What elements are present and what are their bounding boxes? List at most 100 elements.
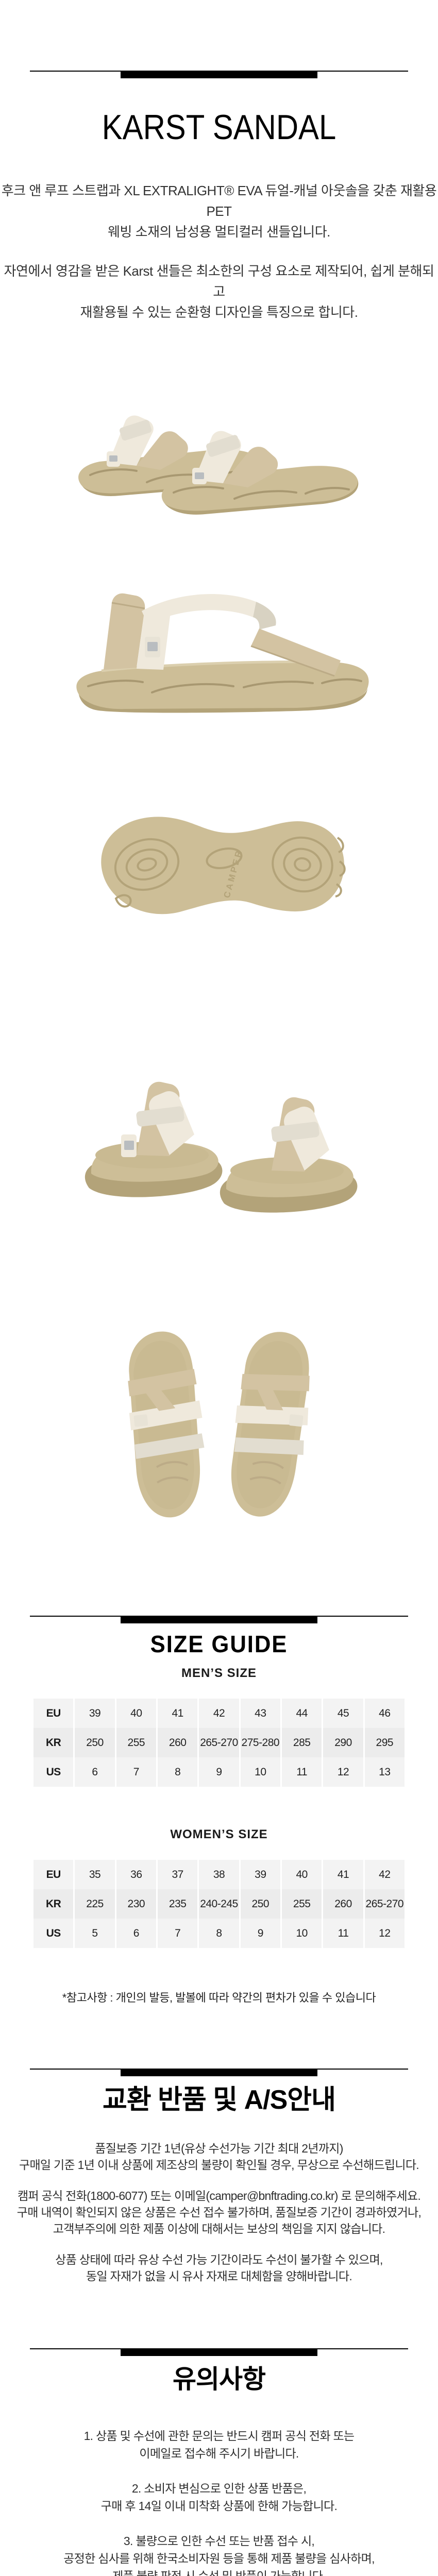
size-cell: 37: [158, 1860, 198, 1889]
size-cell: 39: [240, 1860, 280, 1889]
divider-line: [30, 2348, 408, 2349]
divider-bar: [121, 72, 317, 78]
size-cell: 11: [282, 1757, 322, 1787]
product-image-outsole: CAMPER: [0, 776, 438, 956]
size-cell: 12: [364, 1919, 405, 1948]
repair-paragraph: 상품 상태에 따라 유상 수선 가능 기간이라도 수선이 불가할 수 있으며, …: [0, 2251, 438, 2284]
size-cell: 40: [282, 1860, 322, 1889]
notice-item: 2. 소비자 변심으로 인한 상품 반품은, 구매 후 14일 이내 미착화 상…: [0, 2480, 438, 2515]
policy-line: 품질보증 기간 1년(유상 수선가능 기간 최대 2년까지): [95, 2142, 343, 2155]
exchange-section-title: 교환 반품 및 A/S안내: [103, 2085, 336, 2115]
policy-line: 동일 자재가 없을 시 유사 자재로 대체함을 양해바랍니다.: [86, 2269, 352, 2283]
page-title: KARST SANDAL: [102, 108, 336, 147]
size-cell: 6: [116, 1919, 156, 1948]
product-image-rear-pair: [0, 1033, 438, 1250]
spacer: [0, 2284, 438, 2348]
notice-line: 1. 상품 및 수선에 관한 문의는 반드시 캠퍼 공식 전화 또는: [83, 2429, 355, 2443]
size-cell: 255: [282, 1889, 322, 1919]
notice-section-title: 유의사항: [173, 2365, 266, 2394]
policy-line: 캠퍼 공식 전화(1800-6077) 또는 이메일(camper@bnftra…: [17, 2189, 421, 2202]
size-guide-title: SIZE GUIDE: [150, 1631, 288, 1657]
notice-line: 공정한 심사를 위해 한국소비자원 등을 통해 제품 불량을 심사하며,: [63, 2552, 375, 2565]
sandal-side-view-illustration: [76, 593, 369, 713]
section-divider: [30, 1616, 408, 1623]
size-cell: 7: [158, 1919, 198, 1948]
notice-line: 제품 불량 판정 시 수선 및 반품이 가능합니다.: [112, 2569, 326, 2576]
sandal-top-pair-illustration: [128, 1331, 310, 1518]
size-cell: 275-280: [240, 1728, 280, 1757]
sandal-front-pair-illustration: [78, 415, 359, 515]
size-cell: 255: [116, 1728, 156, 1757]
size-cell: 295: [364, 1728, 405, 1757]
size-cell: 41: [323, 1860, 363, 1889]
size-cell: 39: [75, 1699, 115, 1728]
notice-line: 구매 후 14일 이내 미착화 상품에 한해 가능합니다.: [100, 2499, 338, 2513]
divider-line: [30, 2069, 408, 2070]
size-cell: 285: [282, 1728, 322, 1757]
spacer: [0, 1533, 438, 1616]
size-cell: 290: [323, 1728, 363, 1757]
product-image-top-pair: [0, 1312, 438, 1533]
size-cell: 235: [158, 1889, 198, 1919]
sandal-rear-pair-illustration: [85, 1081, 358, 1213]
womens-size-table: EU 35 36 37 38 39 40 41 42 KR 225 230 23…: [33, 1860, 405, 1948]
size-cell: 265-270: [199, 1728, 239, 1757]
size-cell: 10: [282, 1919, 322, 1948]
policy-line: 구매일 기준 1년 이내 상품에 제조상의 불량이 확인될 경우, 무상으로 수…: [19, 2158, 419, 2172]
size-cell: 43: [240, 1699, 280, 1728]
description-line: 자연에서 영감을 받은 Karst 샌들은 최소한의 구성 요소로 제작되어, …: [4, 263, 434, 299]
contact-paragraph: 캠퍼 공식 전화(1800-6077) 또는 이메일(camper@bnftra…: [0, 2188, 438, 2237]
divider-bar: [121, 2070, 317, 2076]
product-image-front-pair: [0, 374, 438, 529]
size-cell: 230: [116, 1889, 156, 1919]
size-cell: 10: [240, 1757, 280, 1787]
notice-item: 3. 불량으로 인한 수선 또는 반품 접수 시, 공정한 심사를 위해 한국소…: [0, 2532, 438, 2576]
product-image-side-view: [0, 560, 438, 740]
divider-bar: [121, 1617, 317, 1623]
size-cell: 265-270: [364, 1889, 405, 1919]
size-cell: 35: [75, 1860, 115, 1889]
product-description: 자연에서 영감을 받은 Karst 샌들은 최소한의 구성 요소로 제작되어, …: [0, 261, 438, 323]
size-row-label: EU: [33, 1699, 74, 1728]
size-cell: 11: [323, 1919, 363, 1948]
top-spacer: [0, 0, 438, 71]
size-cell: 44: [282, 1699, 322, 1728]
size-cell: 13: [364, 1757, 405, 1787]
size-cell: 250: [240, 1889, 280, 1919]
size-cell: 38: [199, 1860, 239, 1889]
divider-bar: [121, 2349, 317, 2356]
size-cell: 7: [116, 1757, 156, 1787]
section-divider: [30, 2069, 408, 2076]
size-cell: 240-245: [199, 1889, 239, 1919]
sandal-outsole-illustration: CAMPER: [101, 817, 346, 914]
section-divider: [30, 2348, 408, 2356]
notice-item: 1. 상품 및 수선에 관한 문의는 반드시 캠퍼 공식 전화 또는 이메일로 …: [0, 2427, 438, 2462]
description-line: 웨빙 소재의 남성용 멀티컬러 샌들입니다.: [108, 224, 330, 240]
size-row-label: KR: [33, 1728, 74, 1757]
size-cell: 36: [116, 1860, 156, 1889]
size-cell: 260: [158, 1728, 198, 1757]
size-cell: 5: [75, 1919, 115, 1948]
size-cell: 45: [323, 1699, 363, 1728]
size-cell: 42: [199, 1699, 239, 1728]
notice-line: 이메일로 접수해 주시기 바랍니다.: [139, 2447, 299, 2460]
size-cell: 225: [75, 1889, 115, 1919]
notice-line: 3. 불량으로 인한 수선 또는 반품 접수 시,: [123, 2534, 315, 2548]
size-row-label: KR: [33, 1889, 74, 1919]
size-cell: 8: [199, 1919, 239, 1948]
product-description: 후크 앤 루프 스트랩과 XL EXTRALIGHT® EVA 듀얼-캐널 아웃…: [0, 180, 438, 242]
mens-size-label: MEN’S SIZE: [181, 1666, 257, 1680]
size-cell: 42: [364, 1860, 405, 1889]
size-cell: 6: [75, 1757, 115, 1787]
section-divider: [30, 71, 408, 78]
divider-line: [30, 1616, 408, 1617]
spacer: [0, 2006, 438, 2069]
policy-line: 구매 내역이 확인되지 않은 상품은 수선 접수 불가하며, 품질보증 기간이 …: [16, 2206, 422, 2219]
size-row-label: US: [33, 1757, 74, 1787]
size-cell: 9: [199, 1757, 239, 1787]
size-cell: 8: [158, 1757, 198, 1787]
size-cell: 12: [323, 1757, 363, 1787]
description-line: 후크 앤 루프 스트랩과 XL EXTRALIGHT® EVA 듀얼-캐널 아웃…: [1, 183, 437, 219]
divider-line: [30, 71, 408, 72]
